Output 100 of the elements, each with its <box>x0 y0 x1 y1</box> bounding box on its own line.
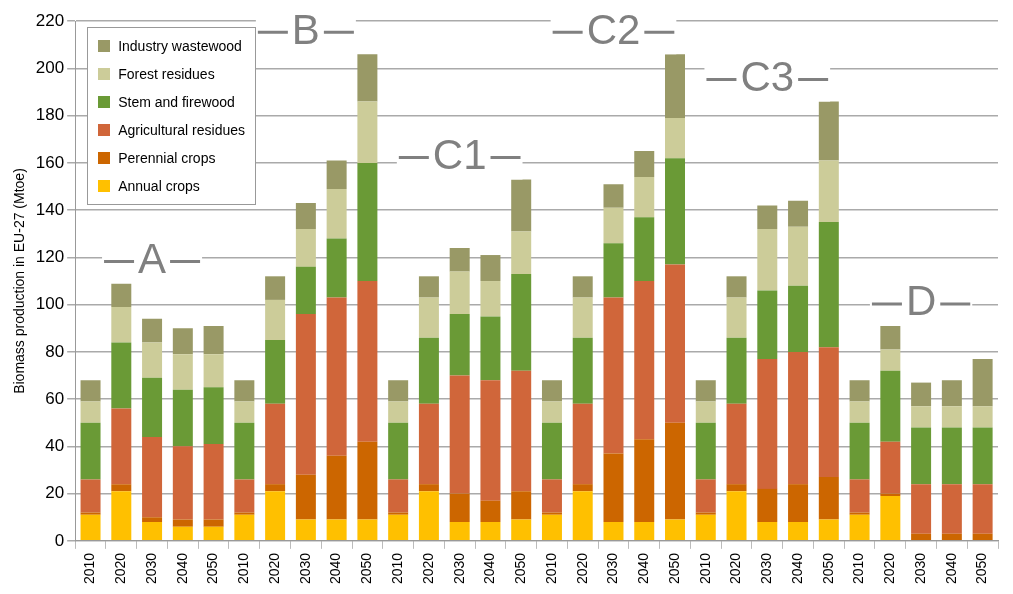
bar <box>295 229 316 267</box>
bar <box>572 276 593 298</box>
bar <box>880 325 901 350</box>
bar <box>726 276 747 298</box>
bar <box>603 297 624 454</box>
bar <box>80 479 101 513</box>
x-tick-label: 2030 <box>142 552 159 585</box>
y-tick-label: 180 <box>35 105 65 125</box>
bar <box>172 328 193 355</box>
bar <box>265 484 286 492</box>
bar <box>388 380 409 402</box>
bar <box>695 401 716 423</box>
bar <box>449 375 470 494</box>
y-tick-label: 80 <box>45 341 65 361</box>
x-tick-label: 2010 <box>696 552 713 585</box>
bar <box>880 495 901 541</box>
bar <box>972 358 993 407</box>
bar <box>880 441 901 494</box>
bar <box>572 403 593 485</box>
bar <box>480 316 501 381</box>
legend-label: Stem and firewood <box>118 94 235 111</box>
bar <box>726 403 747 485</box>
bar <box>849 422 870 480</box>
legend-label: Perennial crops <box>118 150 216 167</box>
bar <box>111 342 132 409</box>
bar <box>849 479 870 513</box>
bar <box>418 484 439 492</box>
bar <box>326 519 347 541</box>
bar <box>265 340 286 404</box>
bar <box>911 406 932 428</box>
bar <box>80 422 101 480</box>
bar <box>142 521 163 541</box>
bar <box>634 521 655 541</box>
annotation: D <box>905 277 937 325</box>
bar <box>234 401 255 423</box>
bar <box>480 255 501 282</box>
bar <box>757 205 778 230</box>
x-tick-label: 2010 <box>850 552 867 585</box>
bar <box>418 297 439 338</box>
bar <box>788 226 809 286</box>
bar <box>818 160 839 222</box>
x-tick-label: 2020 <box>727 552 744 585</box>
x-tick-label: 2050 <box>204 552 221 585</box>
bar <box>757 521 778 541</box>
bar <box>911 382 932 407</box>
bar <box>941 406 962 428</box>
bar <box>203 387 224 445</box>
bar <box>142 318 163 343</box>
bar <box>541 380 562 402</box>
x-tick-label: 2050 <box>819 552 836 585</box>
x-tick-label: 2030 <box>911 552 928 585</box>
y-tick-label: 40 <box>45 436 65 456</box>
bar <box>357 281 378 442</box>
x-tick-label: 2010 <box>542 552 559 585</box>
bar <box>849 514 870 541</box>
x-tick-label: 2050 <box>665 552 682 585</box>
bar <box>511 370 532 492</box>
bar <box>941 484 962 534</box>
bar <box>511 491 532 520</box>
bar <box>911 484 932 534</box>
bar <box>541 401 562 423</box>
x-tick-label: 2040 <box>635 552 652 585</box>
legend-label: Forest residues <box>118 66 215 83</box>
bar <box>634 151 655 178</box>
bar <box>418 403 439 485</box>
y-tick-label: 100 <box>35 294 65 314</box>
bar <box>788 351 809 485</box>
x-tick-label: 2050 <box>973 552 990 585</box>
bar <box>203 354 224 388</box>
bar <box>142 342 163 378</box>
bar <box>480 380 501 501</box>
bar <box>203 519 224 527</box>
bar <box>111 408 132 485</box>
bar <box>572 297 593 338</box>
bar <box>172 354 193 390</box>
bar <box>603 453 624 522</box>
bar <box>172 526 193 541</box>
bar <box>941 427 962 485</box>
y-tick-label: 60 <box>45 388 65 408</box>
bar <box>480 521 501 541</box>
bar <box>357 519 378 541</box>
bar <box>265 403 286 485</box>
bar <box>880 349 901 371</box>
annotation: B <box>291 5 320 53</box>
bar <box>634 177 655 218</box>
bar <box>388 401 409 423</box>
bar <box>449 493 470 522</box>
bar <box>80 514 101 541</box>
bar <box>295 314 316 475</box>
bar <box>357 101 378 163</box>
annotation: C2 <box>586 5 641 53</box>
bar <box>788 285 809 352</box>
bar <box>326 297 347 456</box>
bar <box>172 446 193 520</box>
bar <box>203 325 224 355</box>
bar <box>572 484 593 492</box>
bar <box>757 358 778 489</box>
annotation: C3 <box>740 53 795 101</box>
bar <box>880 370 901 442</box>
x-tick-label: 2030 <box>450 552 467 585</box>
